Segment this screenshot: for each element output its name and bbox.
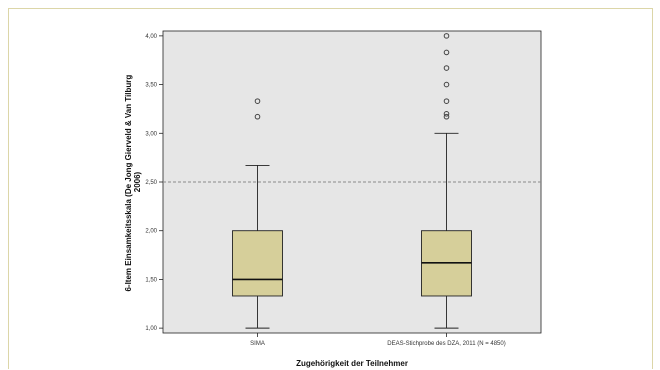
boxes (232, 33, 472, 329)
y-tick-label: 4,00 (145, 34, 157, 40)
outlier-point (443, 113, 450, 120)
y-tick-label: 1,00 (145, 326, 157, 332)
y-tick-label: 3,00 (145, 131, 157, 137)
outlier-point (254, 113, 261, 120)
y-axis-title-line-1: 6-Item Einsamkeitsskala (De Jong Giervel… (124, 75, 133, 292)
y-axis-title-line-2: 2006) (133, 171, 142, 192)
x-tick-label: DEAS-Stichprobe des DZA, 2011 (N = 4850) (387, 341, 505, 347)
outlier-point (443, 33, 450, 39)
box-group (232, 98, 283, 329)
x-axis: SIMA DEAS-Stichprobe des DZA, 2011 (N = 4… (250, 333, 506, 347)
outlier-point (443, 98, 450, 104)
x-axis-title: Zugehörigkeit der Teilnehmer (296, 359, 408, 368)
y-tick-label: 2,00 (145, 229, 157, 235)
y-tick-label: 3,50 (145, 83, 157, 89)
outlier-point (443, 111, 450, 117)
outlier-point (254, 98, 261, 104)
outlier-point (443, 81, 450, 88)
outlier-point (443, 49, 450, 56)
box-group (421, 33, 472, 329)
boxplot-chart: 1,00 1,50 2,00 2,50 3,00 3,50 4,00 SIMA DEAS-St… (124, 30, 542, 368)
y-tick-label: 1,50 (145, 277, 157, 283)
figure-frame: 1,00 1,50 2,00 2,50 3,00 3,50 4,00 SIMA DEAS-St… (8, 8, 653, 369)
y-tick-label: 2,50 (145, 180, 157, 186)
x-tick-label: SIMA (250, 341, 265, 347)
outlier-point (443, 65, 450, 71)
y-axis: 1,00 1,50 2,00 2,50 3,00 3,50 4,00 (145, 34, 163, 332)
iqr-box (232, 230, 283, 297)
y-axis-title: 6-Item Einsamkeitsskala (De Jong Giervel… (124, 72, 142, 291)
